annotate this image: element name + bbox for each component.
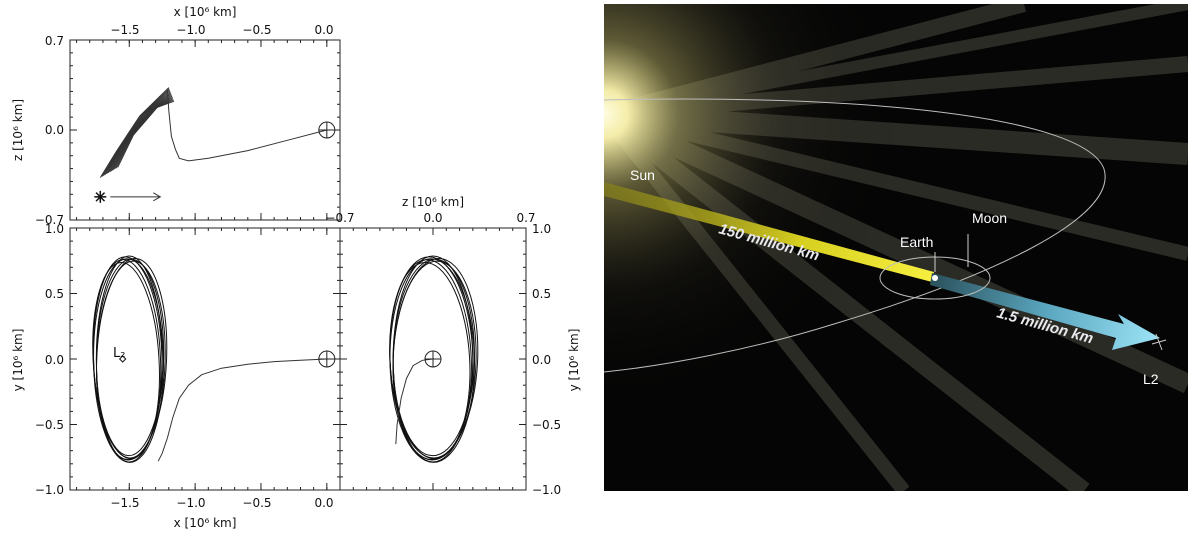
xz-top-x-tick-labels: −1.5 −1.0 −0.5 0.0 [110, 23, 333, 37]
halo-orbit-loop [95, 255, 163, 463]
tick-label: −1.5 [110, 23, 139, 37]
tick-label: −0.5 [532, 418, 561, 432]
tick-label: −0.5 [242, 496, 271, 510]
xy-y-tick-labels: 1.0 0.5 0.0 −0.5 −1.0 [35, 222, 64, 497]
orbit-band-line [114, 98, 174, 170]
tick-label: 0.0 [314, 23, 333, 37]
halo-orbit-loop [96, 257, 168, 461]
halo-orbit-loop [389, 258, 475, 463]
xy-y-axis-title: y [10⁶ km] [11, 329, 25, 392]
trajectory-plots: −1.5 −1.0 −0.5 0.0 x [10⁶ km] 0.7 0.0 −0… [11, 5, 581, 530]
tick-label: 0.0 [45, 353, 64, 367]
orbit-band-line [117, 100, 175, 168]
orbit-band-line [103, 89, 171, 176]
tick-label: 0.7 [45, 34, 64, 48]
tick-label: −0.7 [325, 211, 354, 225]
panel-xz-frame [69, 39, 341, 221]
tick-label: 0.0 [314, 496, 333, 510]
earth-symbol [318, 350, 336, 368]
xz-x-axis-title: x [10⁶ km] [174, 5, 237, 19]
tick-label: 0.0 [532, 353, 551, 367]
tick-label: 1.0 [45, 222, 64, 236]
tick-label: 0.5 [532, 287, 551, 301]
direction-arrow [110, 192, 162, 202]
tick-label: −1.0 [532, 483, 561, 497]
zy-y-axis-title: y [10⁶ km] [567, 329, 581, 392]
xz-z-tick-labels: 0.7 0.0 −0.7 [35, 34, 64, 227]
zy-z-tick-labels: −0.7 0.0 0.7 [325, 211, 535, 225]
l2-label: L2 [1143, 371, 1159, 387]
tick-label: −1.0 [176, 496, 205, 510]
tick-label: −1.5 [110, 496, 139, 510]
earth-symbol [318, 121, 336, 139]
tick-label: −0.7 [35, 213, 64, 227]
moon-label: Moon [972, 210, 1007, 226]
tick-label: 0.0 [423, 211, 442, 225]
l2-point-label: L₂ [113, 346, 125, 361]
tick-label: −0.5 [242, 23, 271, 37]
orbit-band-line [99, 87, 170, 178]
tick-marks [70, 39, 527, 491]
orbit-band-line [106, 92, 172, 175]
tick-label: 1.0 [532, 222, 551, 236]
tick-label: −1.0 [35, 483, 64, 497]
xy-data-layer [92, 255, 336, 463]
tick-label: 0.5 [45, 287, 64, 301]
xz-data-layer [99, 87, 336, 178]
orbit-band-line [107, 93, 172, 174]
xz-z-axis-title: z [10⁶ km] [11, 99, 25, 161]
transfer-trajectory [157, 358, 327, 462]
orbit-band-line [115, 99, 174, 169]
halo-orbit-loop [392, 257, 479, 461]
sun-direction-star [94, 190, 107, 203]
earth-dot [932, 275, 938, 281]
sun-label: Sun [630, 167, 655, 183]
sun-earth-beam [604, 182, 934, 282]
transfer-trajectory [395, 358, 434, 445]
orbit-band-line [104, 90, 171, 176]
earth-orbit-ellipse [604, 98, 1106, 373]
tick-label: 0.0 [45, 123, 64, 137]
orbit-band-line [109, 94, 172, 173]
tick-label: −0.5 [35, 418, 64, 432]
earth-l2-arrow [930, 273, 1160, 350]
xy-x-axis-title: x [10⁶ km] [174, 516, 237, 530]
zy-data-layer [389, 255, 479, 463]
tick-label: −1.0 [176, 23, 205, 37]
l2-cross-marker [1151, 333, 1167, 351]
l2-diamond-marker [118, 355, 127, 363]
tick-label: 0.7 [516, 211, 535, 225]
l2-diagram: Sun Earth Moon L2 150 million km 1.5 mil… [604, 4, 1188, 491]
xy-x-tick-labels: −1.5 −1.0 −0.5 0.0 [110, 496, 333, 510]
zy-y-tick-labels: 1.0 0.5 0.0 −0.5 −1.0 [532, 222, 561, 497]
zy-z-axis-title: z [10⁶ km] [402, 195, 464, 209]
orbit-band-line [112, 96, 173, 171]
transfer-trajectory [167, 90, 327, 162]
orbit-band-line [101, 88, 170, 177]
sun-glow [604, 4, 1188, 491]
earth-label: Earth [900, 234, 933, 250]
xz-annotation-layer [94, 190, 162, 203]
earth-symbol [424, 350, 442, 368]
